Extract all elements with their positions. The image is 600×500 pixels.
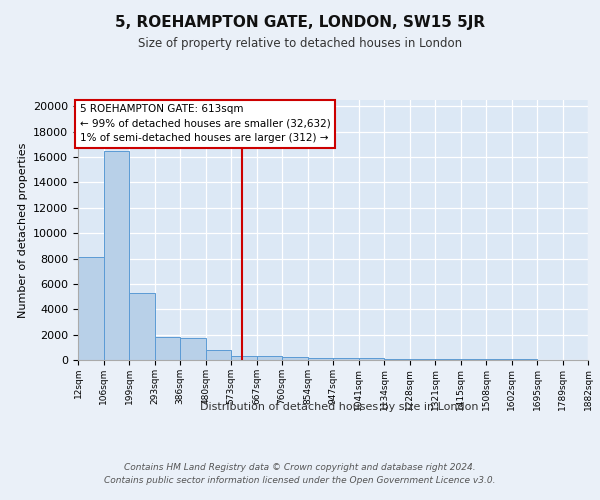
Bar (384, 358, 410, 360)
Bar (78, 258, 104, 360)
Text: Contains HM Land Registry data © Crown copyright and database right 2024.: Contains HM Land Registry data © Crown c… (124, 462, 476, 471)
Text: Distribution of detached houses by size in London: Distribution of detached houses by size … (200, 402, 478, 412)
Bar (257, 356, 282, 360)
Bar (435, 359, 461, 360)
Text: Size of property relative to detached houses in London: Size of property relative to detached ho… (138, 38, 462, 51)
Text: 5, ROEHAMPTON GATE, LONDON, SW15 5JR: 5, ROEHAMPTON GATE, LONDON, SW15 5JR (115, 15, 485, 30)
Bar (308, 358, 333, 360)
Bar (333, 358, 359, 360)
Text: 5 ROEHAMPTON GATE: 613sqm
← 99% of detached houses are smaller (32,632)
1% of se: 5 ROEHAMPTON GATE: 613sqm ← 99% of detac… (80, 104, 331, 144)
Text: Contains public sector information licensed under the Open Government Licence v3: Contains public sector information licen… (104, 476, 496, 485)
Bar (461, 359, 486, 360)
Bar (155, 337, 180, 360)
Bar (410, 359, 435, 360)
Bar (104, 150, 129, 360)
Bar (282, 358, 308, 360)
Bar (129, 293, 155, 360)
Bar (231, 356, 257, 360)
Bar (206, 350, 231, 360)
Y-axis label: Number of detached properties: Number of detached properties (17, 142, 28, 318)
Bar (180, 338, 206, 360)
Bar (359, 358, 384, 360)
